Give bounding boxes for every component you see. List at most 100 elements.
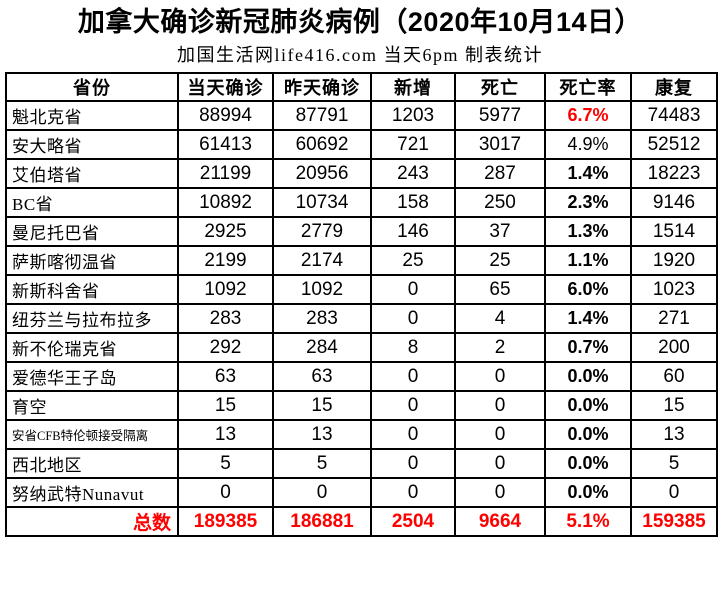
province-name: 曼尼托巴省 [5, 216, 179, 247]
new-cases: 243 [370, 158, 456, 189]
table-row-quebec: 魁北克省 88994 87791 1203 5977 6.7% 74483 [5, 100, 718, 131]
page-subtitle: 加国生活网life416.com 当天6pm 制表统计 [177, 45, 543, 65]
yesterday-confirmed: 5 [272, 448, 372, 479]
today-confirmed: 63 [177, 361, 274, 392]
province-name: 育空 [5, 390, 179, 421]
recovered: 271 [630, 303, 718, 334]
province-name: 安省CFB特伦顿接受隔离 [5, 419, 179, 450]
col-header-province: 省份 [5, 72, 179, 102]
total-recovered: 159385 [630, 506, 718, 537]
deaths: 37 [454, 216, 546, 247]
total-today-confirmed: 189385 [177, 506, 274, 537]
new-cases: 8 [370, 332, 456, 363]
yesterday-confirmed: 284 [272, 332, 372, 363]
yesterday-confirmed: 13 [272, 419, 372, 450]
new-cases: 0 [370, 303, 456, 334]
header-row: 省份 当天确诊 昨天确诊 新增 死亡 死亡率 康复 [5, 72, 718, 102]
deaths: 0 [454, 361, 546, 392]
yesterday-confirmed: 60692 [272, 129, 372, 160]
col-header-today-confirmed: 当天确诊 [177, 72, 274, 102]
yesterday-confirmed: 1092 [272, 274, 372, 305]
deaths: 0 [454, 448, 546, 479]
province-name: 新不伦瑞克省 [5, 332, 179, 363]
deaths: 25 [454, 245, 546, 276]
table-row-nunavut: 努纳武特Nunavut 0 0 0 0 0.0% 0 [5, 477, 718, 508]
today-confirmed: 10892 [177, 187, 274, 218]
province-name: 艾伯塔省 [5, 158, 179, 189]
deaths: 65 [454, 274, 546, 305]
deaths: 3017 [454, 129, 546, 160]
today-confirmed: 5 [177, 448, 274, 479]
deaths: 0 [454, 390, 546, 421]
yesterday-confirmed: 0 [272, 477, 372, 508]
death-rate: 0.7% [544, 332, 632, 363]
recovered: 5 [630, 448, 718, 479]
death-rate: 0.0% [544, 477, 632, 508]
province-name: 新斯科舍省 [5, 274, 179, 305]
recovered: 15 [630, 390, 718, 421]
deaths: 287 [454, 158, 546, 189]
recovered: 60 [630, 361, 718, 392]
deaths: 2 [454, 332, 546, 363]
today-confirmed: 0 [177, 477, 274, 508]
recovered: 13 [630, 419, 718, 450]
yesterday-confirmed: 283 [272, 303, 372, 334]
recovered: 18223 [630, 158, 718, 189]
yesterday-confirmed: 10734 [272, 187, 372, 218]
death-rate: 2.3% [544, 187, 632, 218]
today-confirmed: 2925 [177, 216, 274, 247]
death-rate: 1.1% [544, 245, 632, 276]
new-cases: 0 [370, 274, 456, 305]
today-confirmed: 15 [177, 390, 274, 421]
yesterday-confirmed: 2779 [272, 216, 372, 247]
deaths: 250 [454, 187, 546, 218]
new-cases: 0 [370, 448, 456, 479]
new-cases: 0 [370, 477, 456, 508]
new-cases: 0 [370, 361, 456, 392]
total-label: 总数 [5, 506, 179, 537]
col-header-new-cases: 新增 [370, 72, 456, 102]
new-cases: 0 [370, 390, 456, 421]
province-name: 魁北克省 [5, 100, 179, 131]
province-name: 纽芬兰与拉布拉多 [5, 303, 179, 334]
province-name: 西北地区 [5, 448, 179, 479]
col-header-deaths: 死亡 [454, 72, 546, 102]
death-rate: 1.4% [544, 158, 632, 189]
today-confirmed: 1092 [177, 274, 274, 305]
new-cases: 25 [370, 245, 456, 276]
new-cases: 1203 [370, 100, 456, 131]
province-name: 萨斯喀彻温省 [5, 245, 179, 276]
death-rate: 0.0% [544, 419, 632, 450]
table-row-alberta: 艾伯塔省 21199 20956 243 287 1.4% 18223 [5, 158, 718, 189]
death-rate: 4.9% [544, 129, 632, 160]
page-title: 加拿大确诊新冠肺炎病例（2020年10月14日） [77, 7, 643, 37]
col-header-death-rate: 死亡率 [544, 72, 632, 102]
deaths: 5977 [454, 100, 546, 131]
table-row-saskatchewan: 萨斯喀彻温省 2199 2174 25 25 1.1% 1920 [5, 245, 718, 276]
deaths: 4 [454, 303, 546, 334]
deaths: 0 [454, 419, 546, 450]
today-confirmed: 13 [177, 419, 274, 450]
total-new-cases: 2504 [370, 506, 456, 537]
province-name: BC省 [5, 187, 179, 218]
recovered: 1514 [630, 216, 718, 247]
recovered: 0 [630, 477, 718, 508]
death-rate: 1.3% [544, 216, 632, 247]
table-row-total: 总数 189385 186881 2504 9664 5.1% 159385 [5, 506, 718, 537]
table-row-newfoundland: 纽芬兰与拉布拉多 283 283 0 4 1.4% 271 [5, 303, 718, 334]
today-confirmed: 88994 [177, 100, 274, 131]
table-row-manitoba: 曼尼托巴省 2925 2779 146 37 1.3% 1514 [5, 216, 718, 247]
table-row-ontario: 安大略省 61413 60692 721 3017 4.9% 52512 [5, 129, 718, 160]
death-rate: 0.0% [544, 390, 632, 421]
recovered: 9146 [630, 187, 718, 218]
table-row-bc: BC省 10892 10734 158 250 2.3% 9146 [5, 187, 718, 218]
today-confirmed: 61413 [177, 129, 274, 160]
recovered: 1023 [630, 274, 718, 305]
col-header-yesterday-confirmed: 昨天确诊 [272, 72, 372, 102]
covid-cases-table: 省份 当天确诊 昨天确诊 新增 死亡 死亡率 康复 魁北克省 88994 877… [5, 72, 718, 537]
yesterday-confirmed: 63 [272, 361, 372, 392]
total-yesterday-confirmed: 186881 [272, 506, 372, 537]
total-death-rate: 5.1% [544, 506, 632, 537]
total-deaths: 9664 [454, 506, 546, 537]
table-row-cfb-trenton: 安省CFB特伦顿接受隔离 13 13 0 0 0.0% 13 [5, 419, 718, 450]
